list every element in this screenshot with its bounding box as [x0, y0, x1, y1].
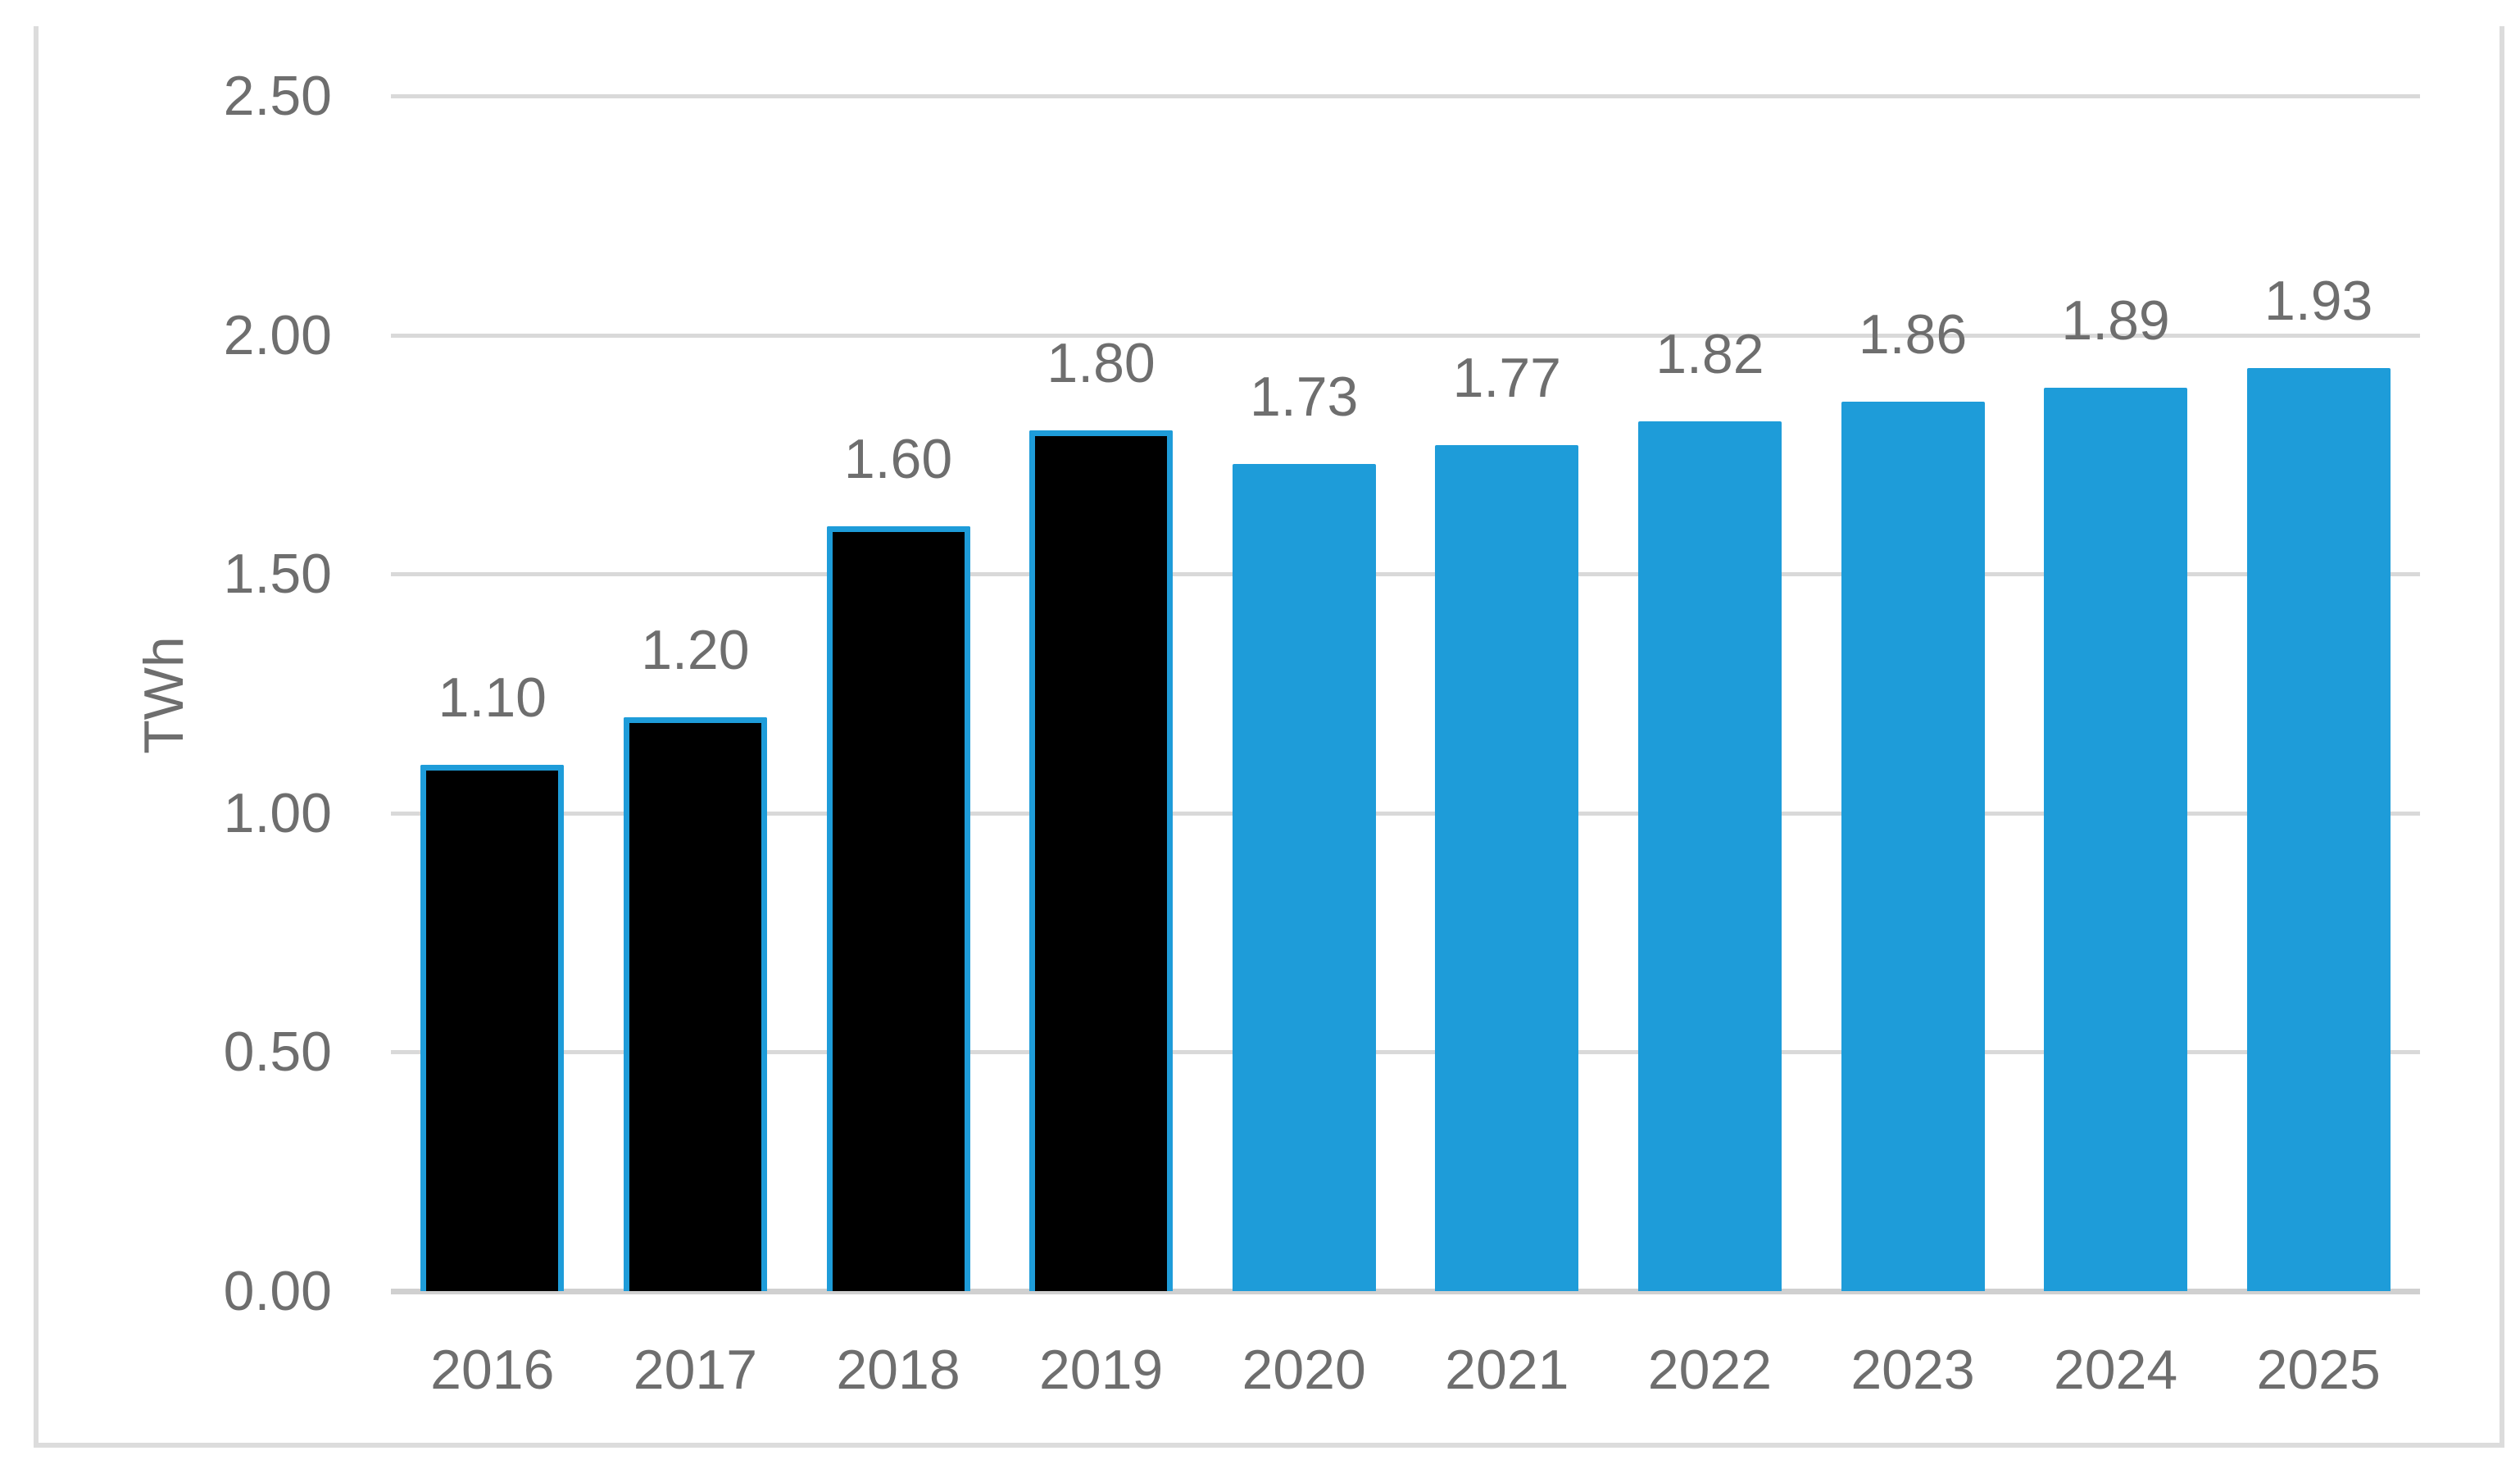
bar-2022 — [1637, 421, 1782, 1291]
y-tick-label: 2.00 — [223, 303, 332, 366]
bar-data-label: 1.86 — [1858, 303, 1968, 366]
x-tick-label: 2022 — [1647, 1339, 1773, 1401]
bar-data-label: 1.77 — [1452, 346, 1561, 409]
chart-frame — [34, 26, 2504, 1448]
bar-2020 — [1232, 464, 1376, 1291]
y-axis-title: TWh — [133, 636, 195, 754]
x-tick-label: 2025 — [2256, 1339, 2381, 1401]
y-tick-label: 1.50 — [223, 543, 332, 606]
bar-2018 — [826, 525, 970, 1291]
gridline — [391, 811, 2420, 816]
bar-2021 — [1435, 444, 1579, 1291]
x-tick-label: 2021 — [1445, 1339, 1569, 1401]
y-tick-label: 0.00 — [223, 1260, 332, 1322]
bar-data-label: 1.60 — [843, 427, 953, 490]
bar-data-label: 1.80 — [1047, 332, 1156, 395]
x-axis-line — [391, 1289, 2420, 1294]
bar-data-label: 1.93 — [2264, 270, 2373, 333]
bar-data-label: 1.89 — [2061, 289, 2170, 352]
x-tick-label: 2018 — [836, 1339, 960, 1401]
bar-2019 — [1029, 430, 1174, 1291]
bar-data-label: 1.10 — [438, 666, 547, 730]
x-tick-label: 2017 — [633, 1339, 758, 1401]
bar-data-label: 1.73 — [1250, 366, 1359, 429]
x-tick-label: 2019 — [1038, 1339, 1164, 1401]
bar-2024 — [2044, 387, 2188, 1291]
bar-2016 — [420, 765, 565, 1291]
gridline — [391, 333, 2420, 338]
gridline — [391, 572, 2420, 577]
gridline — [391, 94, 2420, 98]
bar-2025 — [2246, 368, 2391, 1291]
gridline — [391, 1050, 2420, 1055]
y-tick-label: 2.50 — [223, 65, 332, 127]
x-tick-label: 2020 — [1242, 1339, 1366, 1401]
x-tick-label: 2023 — [1850, 1339, 1975, 1401]
x-tick-label: 2016 — [430, 1339, 555, 1401]
bar-data-label: 1.20 — [641, 619, 750, 682]
y-tick-label: 0.50 — [223, 1021, 332, 1084]
bar-2017 — [623, 717, 767, 1291]
x-tick-label: 2024 — [2053, 1339, 2178, 1401]
bar-2023 — [1841, 402, 1985, 1291]
y-tick-label: 1.00 — [223, 781, 332, 844]
bar-data-label: 1.82 — [1655, 322, 1764, 385]
